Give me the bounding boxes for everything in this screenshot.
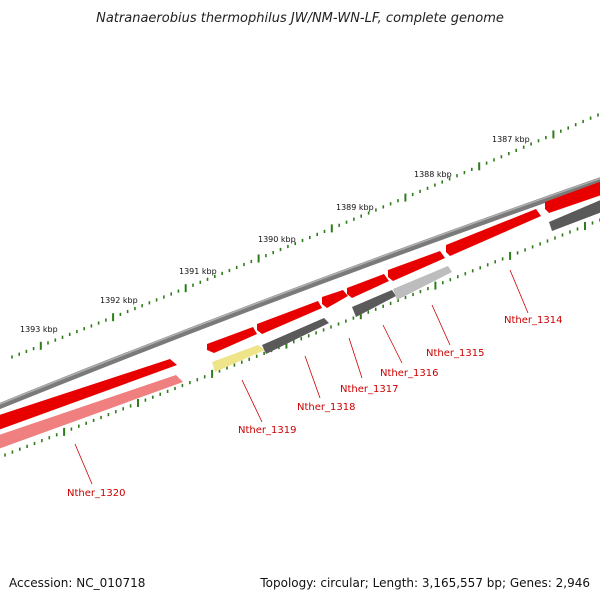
gene-nther-1320[interactable] [0, 375, 183, 452]
gene-nther-1315[interactable] [393, 266, 452, 300]
kbp-label-1392: 1392 kbp [100, 296, 138, 305]
forward-gene-arrow[interactable] [388, 251, 445, 281]
kbp-label-1393: 1393 kbp [20, 325, 58, 334]
gene-label-nther-1319: Nther_1319 [238, 425, 296, 436]
gene-label-nther-1317: Nther_1317 [340, 384, 398, 395]
gene-nther-1319[interactable] [212, 345, 265, 372]
forward-gene-arrow[interactable] [322, 290, 348, 308]
forward-strand-genes [0, 178, 600, 433]
forward-gene-arrow[interactable] [545, 178, 600, 213]
gene-label-nther-1320: Nther_1320 [67, 488, 125, 499]
forward-gene-arrow[interactable] [446, 209, 541, 256]
genome-backbone-highlight [0, 177, 600, 405]
topology-text: Topology: circular; Length: 3,165,557 bp… [260, 576, 590, 590]
kbp-label-1389: 1389 kbp [336, 203, 374, 212]
gene-label-leaders [74, 269, 529, 485]
gene-label-nther-1314: Nther_1314 [504, 315, 562, 326]
inner-tick-marks [4, 218, 600, 457]
forward-gene-arrow[interactable] [257, 301, 322, 334]
accession-text: Accession: NC_010718 [9, 576, 146, 590]
genome-backbone [0, 177, 600, 410]
gene-label-nther-1318: Nther_1318 [297, 402, 355, 413]
gene-nther-1314[interactable] [549, 196, 600, 231]
outer-tick-marks [11, 113, 599, 359]
forward-gene-arrow[interactable] [207, 327, 257, 353]
forward-gene-arrow[interactable] [0, 359, 177, 433]
genome-title: Natranaerobius thermophilus JW/NM-WN-LF,… [96, 11, 504, 26]
kbp-label-1387: 1387 kbp [492, 135, 530, 144]
forward-gene-arrow[interactable] [347, 274, 389, 298]
gene-label-nther-1315: Nther_1315 [426, 348, 484, 359]
kbp-label-1391: 1391 kbp [179, 267, 217, 276]
kbp-label-1390: 1390 kbp [258, 235, 296, 244]
gene-label-nther-1316: Nther_1316 [380, 368, 438, 379]
kbp-label-1388: 1388 kbp [414, 170, 452, 179]
gene-nther-1318[interactable] [262, 318, 329, 354]
reverse-strand-genes [0, 196, 600, 452]
gene-nther-1316[interactable] [352, 290, 396, 317]
